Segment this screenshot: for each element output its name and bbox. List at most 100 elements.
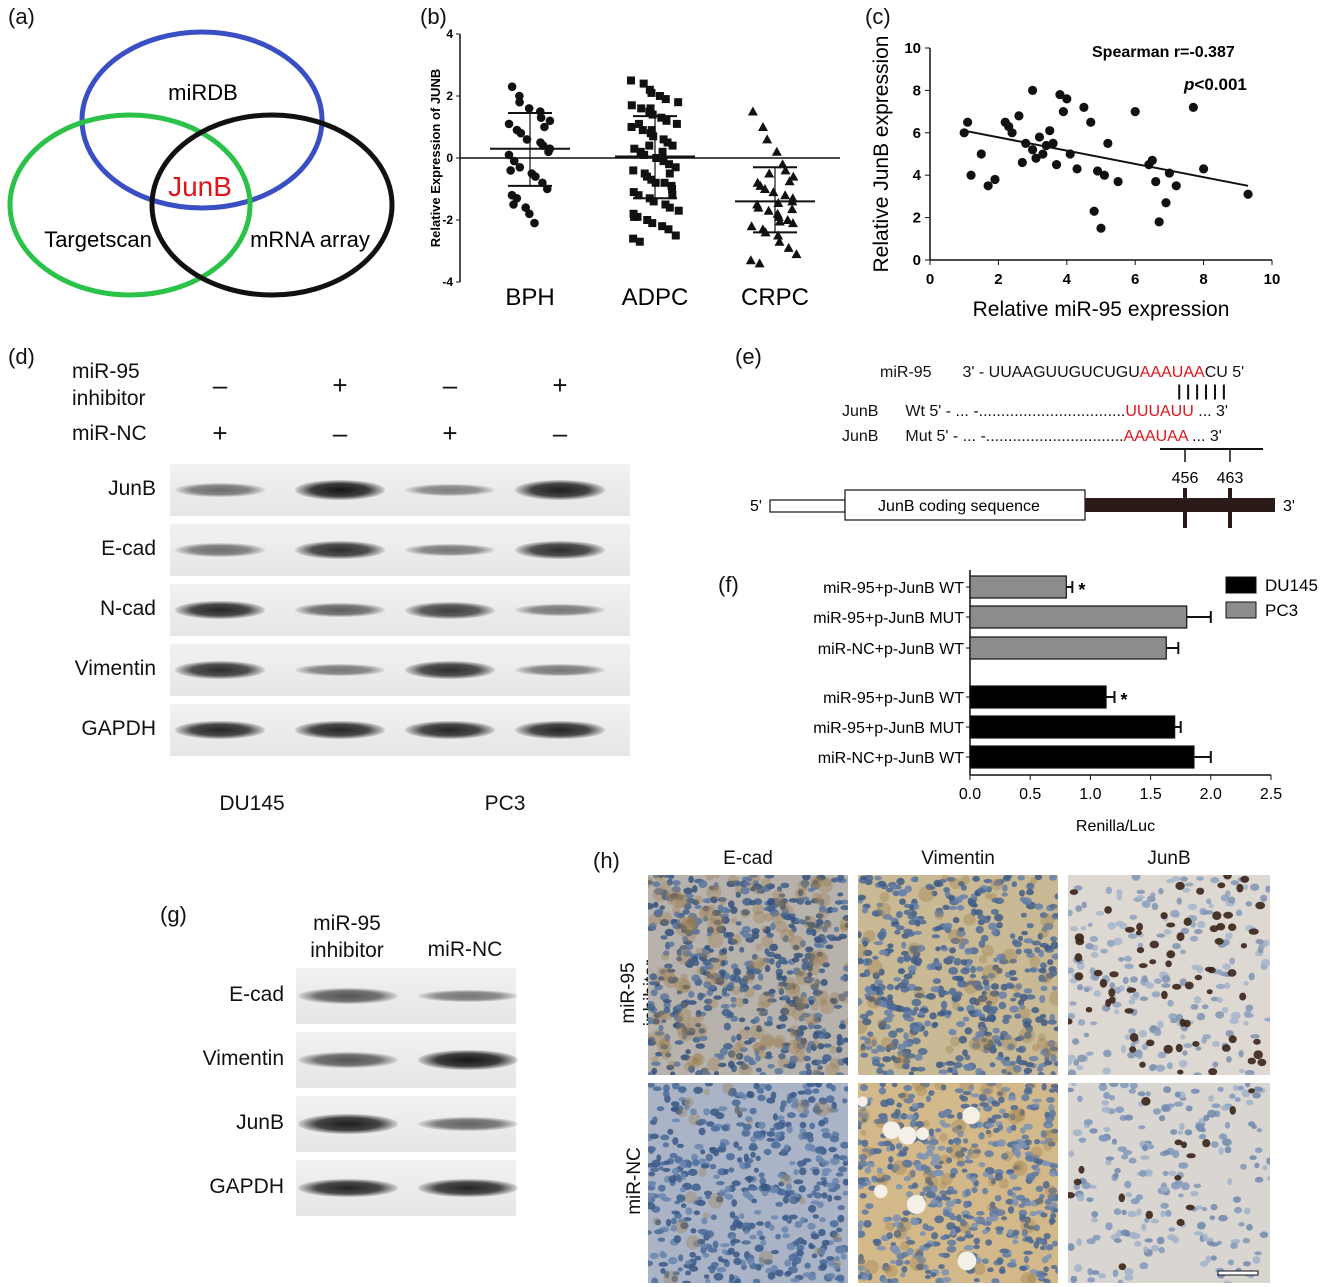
ihc-nucleus <box>987 1140 994 1146</box>
chart-f-category-label: miR-NC+p-JunB WT <box>818 641 964 658</box>
ihc-stain <box>862 1146 874 1158</box>
chart-b-point <box>521 203 530 212</box>
ihc-nucleus <box>1095 910 1105 916</box>
ihc-nucleus <box>1010 1105 1019 1111</box>
ihc-nucleus <box>1262 939 1270 947</box>
ihc-nucleus <box>735 1278 742 1283</box>
ihc-nucleus <box>823 920 832 928</box>
ihc-stain <box>824 920 833 929</box>
ihc-stain <box>710 957 723 970</box>
ihc-nucleus <box>821 1239 830 1246</box>
ihc-nucleus <box>1179 1122 1185 1131</box>
ihc-nucleus <box>718 1106 728 1112</box>
ihc-nucleus <box>1068 967 1075 974</box>
ihc-stain <box>794 993 809 1008</box>
chart-b-point <box>627 101 636 110</box>
ihc-nucleus <box>872 1238 880 1244</box>
ihc-nucleus <box>1043 1278 1051 1283</box>
ihc-nucleus <box>1019 1214 1026 1221</box>
chart-b-point <box>773 211 784 221</box>
chart-f-xtick-label: 2.5 <box>1260 786 1282 803</box>
ihc-nucleus <box>907 1093 915 1099</box>
ihc-nucleus <box>1198 1134 1205 1139</box>
ihc-nucleus <box>707 1247 718 1253</box>
ihc-nucleus <box>1129 976 1138 983</box>
ihc-stain <box>950 1036 961 1047</box>
ihc-nucleus <box>1127 1051 1136 1059</box>
ihc-nucleus <box>865 1203 874 1209</box>
ihc-nucleus <box>709 885 715 891</box>
ihc-stain <box>976 1037 993 1053</box>
ihc-positive-nucleus <box>1240 875 1250 883</box>
ihc-nucleus <box>804 977 815 982</box>
ihc-nucleus <box>981 975 989 980</box>
ihc-stain <box>695 947 703 955</box>
chart-b-point <box>662 116 671 125</box>
ihc-nucleus <box>954 1150 965 1158</box>
ihc-stain <box>728 1048 741 1061</box>
blot-d-band <box>405 543 495 557</box>
ihc-nucleus <box>812 1031 819 1040</box>
ihc-nucleus <box>1049 903 1058 909</box>
ihc-nucleus <box>994 913 1004 922</box>
ihc-nucleus <box>1218 1147 1224 1156</box>
ihc-stain <box>761 1033 775 1047</box>
ihc-stain <box>1035 1197 1044 1206</box>
ihc-nucleus <box>733 1251 740 1258</box>
ihc-nucleus <box>752 985 761 990</box>
ihc-nucleus <box>1050 1265 1058 1269</box>
ihc-stain <box>811 1017 820 1026</box>
ihc-nucleus <box>705 1278 711 1283</box>
chart-b-ytick-label: 4 <box>446 27 453 41</box>
ihc-nucleus <box>1024 1236 1033 1242</box>
ihc-nucleus <box>806 1068 813 1075</box>
ihc-nucleus <box>793 1179 804 1185</box>
ihc-nucleus <box>919 1164 928 1171</box>
ihc-nucleus <box>1024 1031 1032 1039</box>
ihc-nucleus <box>753 1278 761 1283</box>
ihc-nucleus <box>965 1154 971 1160</box>
ihc-nucleus <box>984 1031 992 1037</box>
ihc-stain <box>680 917 696 932</box>
ihc-col-label-vimentin: Vimentin <box>921 848 995 869</box>
ihc-stain <box>777 1057 789 1069</box>
ihc-nucleus <box>812 1024 822 1030</box>
ihc-nucleus <box>1073 1059 1080 1066</box>
ihc-positive-nucleus <box>1176 1218 1185 1227</box>
ihc-nucleus <box>1021 930 1028 936</box>
ihc-image-inhibitor-ecad <box>648 875 848 1075</box>
chart-c-point <box>1062 94 1072 104</box>
ihc-nucleus <box>1023 1250 1033 1255</box>
ihc-nucleus <box>789 1161 796 1166</box>
ihc-nucleus <box>925 1176 932 1184</box>
ihc-nucleus <box>662 1090 670 1098</box>
ihc-stain <box>866 1035 878 1047</box>
ihc-nucleus <box>913 1006 919 1012</box>
ihc-nucleus <box>878 968 885 976</box>
ihc-nucleus <box>830 907 839 913</box>
ihc-stain <box>663 1270 679 1283</box>
ihc-nucleus <box>1120 1229 1130 1237</box>
ihc-nucleus <box>998 1001 1007 1010</box>
ihc-nucleus <box>648 1083 655 1088</box>
ihc-nucleus <box>863 969 871 977</box>
ihc-stain <box>858 944 867 958</box>
ihc-nucleus <box>934 1164 943 1169</box>
ihc-nucleus <box>1159 1115 1166 1122</box>
ihc-nucleus <box>728 1167 735 1173</box>
ihc-nucleus <box>754 1210 762 1215</box>
ihc-nucleus <box>744 1026 750 1031</box>
ihc-stain <box>899 1091 911 1102</box>
ihc-positive-nucleus <box>1186 1153 1196 1159</box>
panel-label-g: (g) <box>160 902 187 927</box>
ihc-nucleus <box>1033 1224 1040 1232</box>
ihc-nucleus <box>1234 1097 1241 1102</box>
ihc-nucleus <box>1068 1243 1075 1251</box>
ihc-nucleus <box>902 1057 911 1065</box>
chart-b-point <box>648 219 657 228</box>
ihc-nucleus <box>1015 1058 1023 1065</box>
ihc-stain <box>758 1050 768 1059</box>
ihc-stain <box>676 950 691 965</box>
ihc-nucleus <box>978 940 986 948</box>
ihc-nucleus <box>786 1112 796 1119</box>
